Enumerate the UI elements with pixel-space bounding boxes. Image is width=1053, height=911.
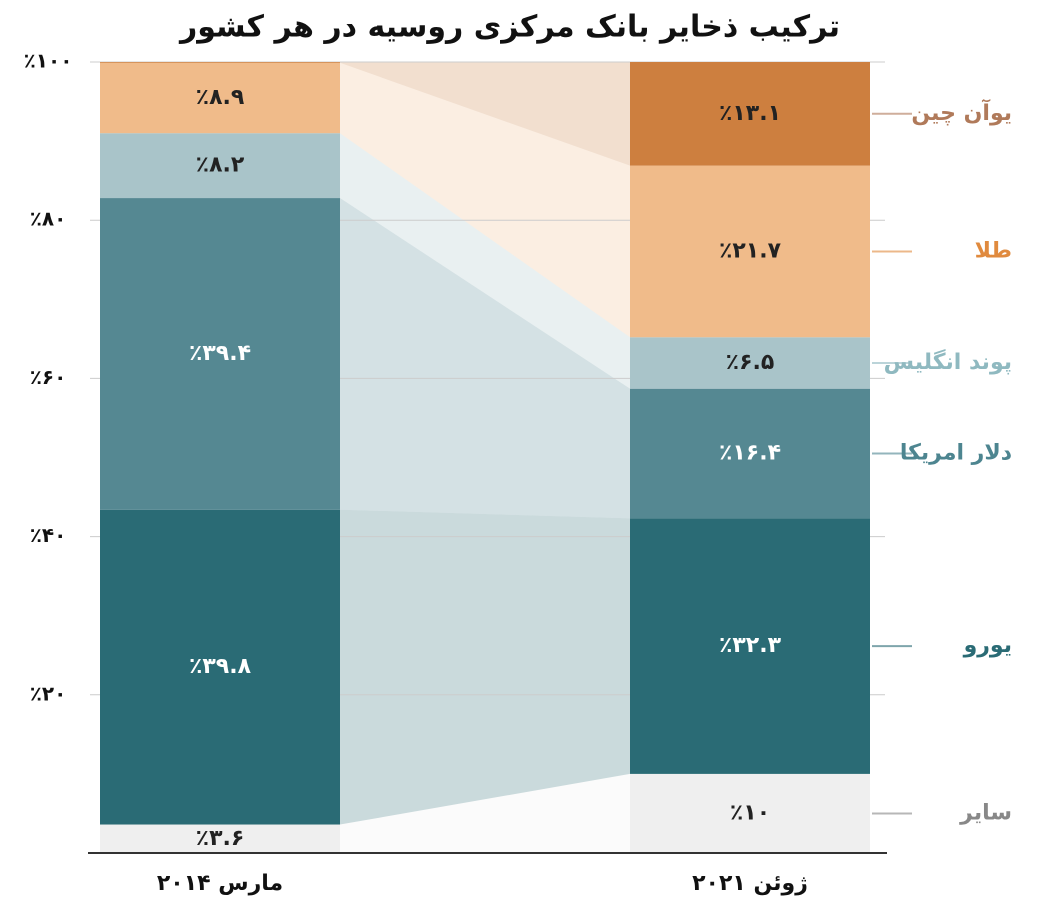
legend-label: سایر	[959, 800, 1012, 825]
bar-segment	[630, 337, 870, 389]
x-tick-label: مارس ۲۰۱۴	[157, 871, 283, 896]
bar-segment	[630, 388, 870, 519]
value-label: ٪۲۱.۷	[719, 238, 782, 263]
connector-band	[340, 509, 630, 825]
legend-label: دلار امریکا	[900, 441, 1012, 466]
value-label: ٪۳۹.۸	[189, 654, 252, 679]
value-label: ٪۸.۹	[196, 85, 245, 110]
connector-band	[340, 198, 630, 519]
chart-title: ترکیب ذخایر بانک مرکزی روسیه در هر کشور	[178, 10, 840, 45]
connector-band	[340, 62, 630, 338]
legend-label: یورو	[963, 633, 1012, 658]
value-label: ٪۳۲.۳	[719, 633, 782, 658]
bar-segment	[100, 198, 340, 510]
bar-segment	[100, 62, 340, 134]
bar-segment	[100, 509, 340, 825]
bar-segment	[630, 518, 870, 774]
bar-segment	[630, 773, 870, 853]
bar-segment	[100, 824, 340, 853]
value-label: ٪۱۳.۱	[719, 101, 781, 126]
y-tick-label: ٪۶۰	[30, 365, 67, 389]
y-tick-label: ٪۲۰	[30, 681, 67, 705]
bar-segment	[630, 62, 870, 166]
connector-band	[340, 133, 630, 389]
bar-segment	[100, 62, 340, 63]
legend-label: یوآن چین	[911, 98, 1012, 126]
legend-label: پوند انگلیس	[884, 348, 1012, 375]
value-label: ٪۸.۲	[196, 153, 245, 178]
legend-label: طلا	[975, 238, 1012, 263]
x-tick-label: ژوئن ۲۰۲۱	[692, 871, 808, 896]
y-tick-label: ٪۱۰۰	[24, 49, 73, 73]
connector-band	[340, 62, 630, 166]
bar-segment	[100, 133, 340, 199]
value-label: ٪۳.۶	[196, 826, 245, 851]
value-label: ٪۱۶.۴	[719, 441, 781, 466]
y-tick-label: ٪۴۰	[30, 523, 67, 547]
y-tick-label: ٪۸۰	[30, 207, 67, 231]
connector-band	[340, 773, 630, 853]
value-label: ٪۳۹.۴	[189, 341, 251, 366]
value-label: ٪۱۰	[730, 800, 770, 825]
bar-segment	[630, 165, 870, 338]
value-label: ٪۶.۵	[726, 350, 775, 375]
